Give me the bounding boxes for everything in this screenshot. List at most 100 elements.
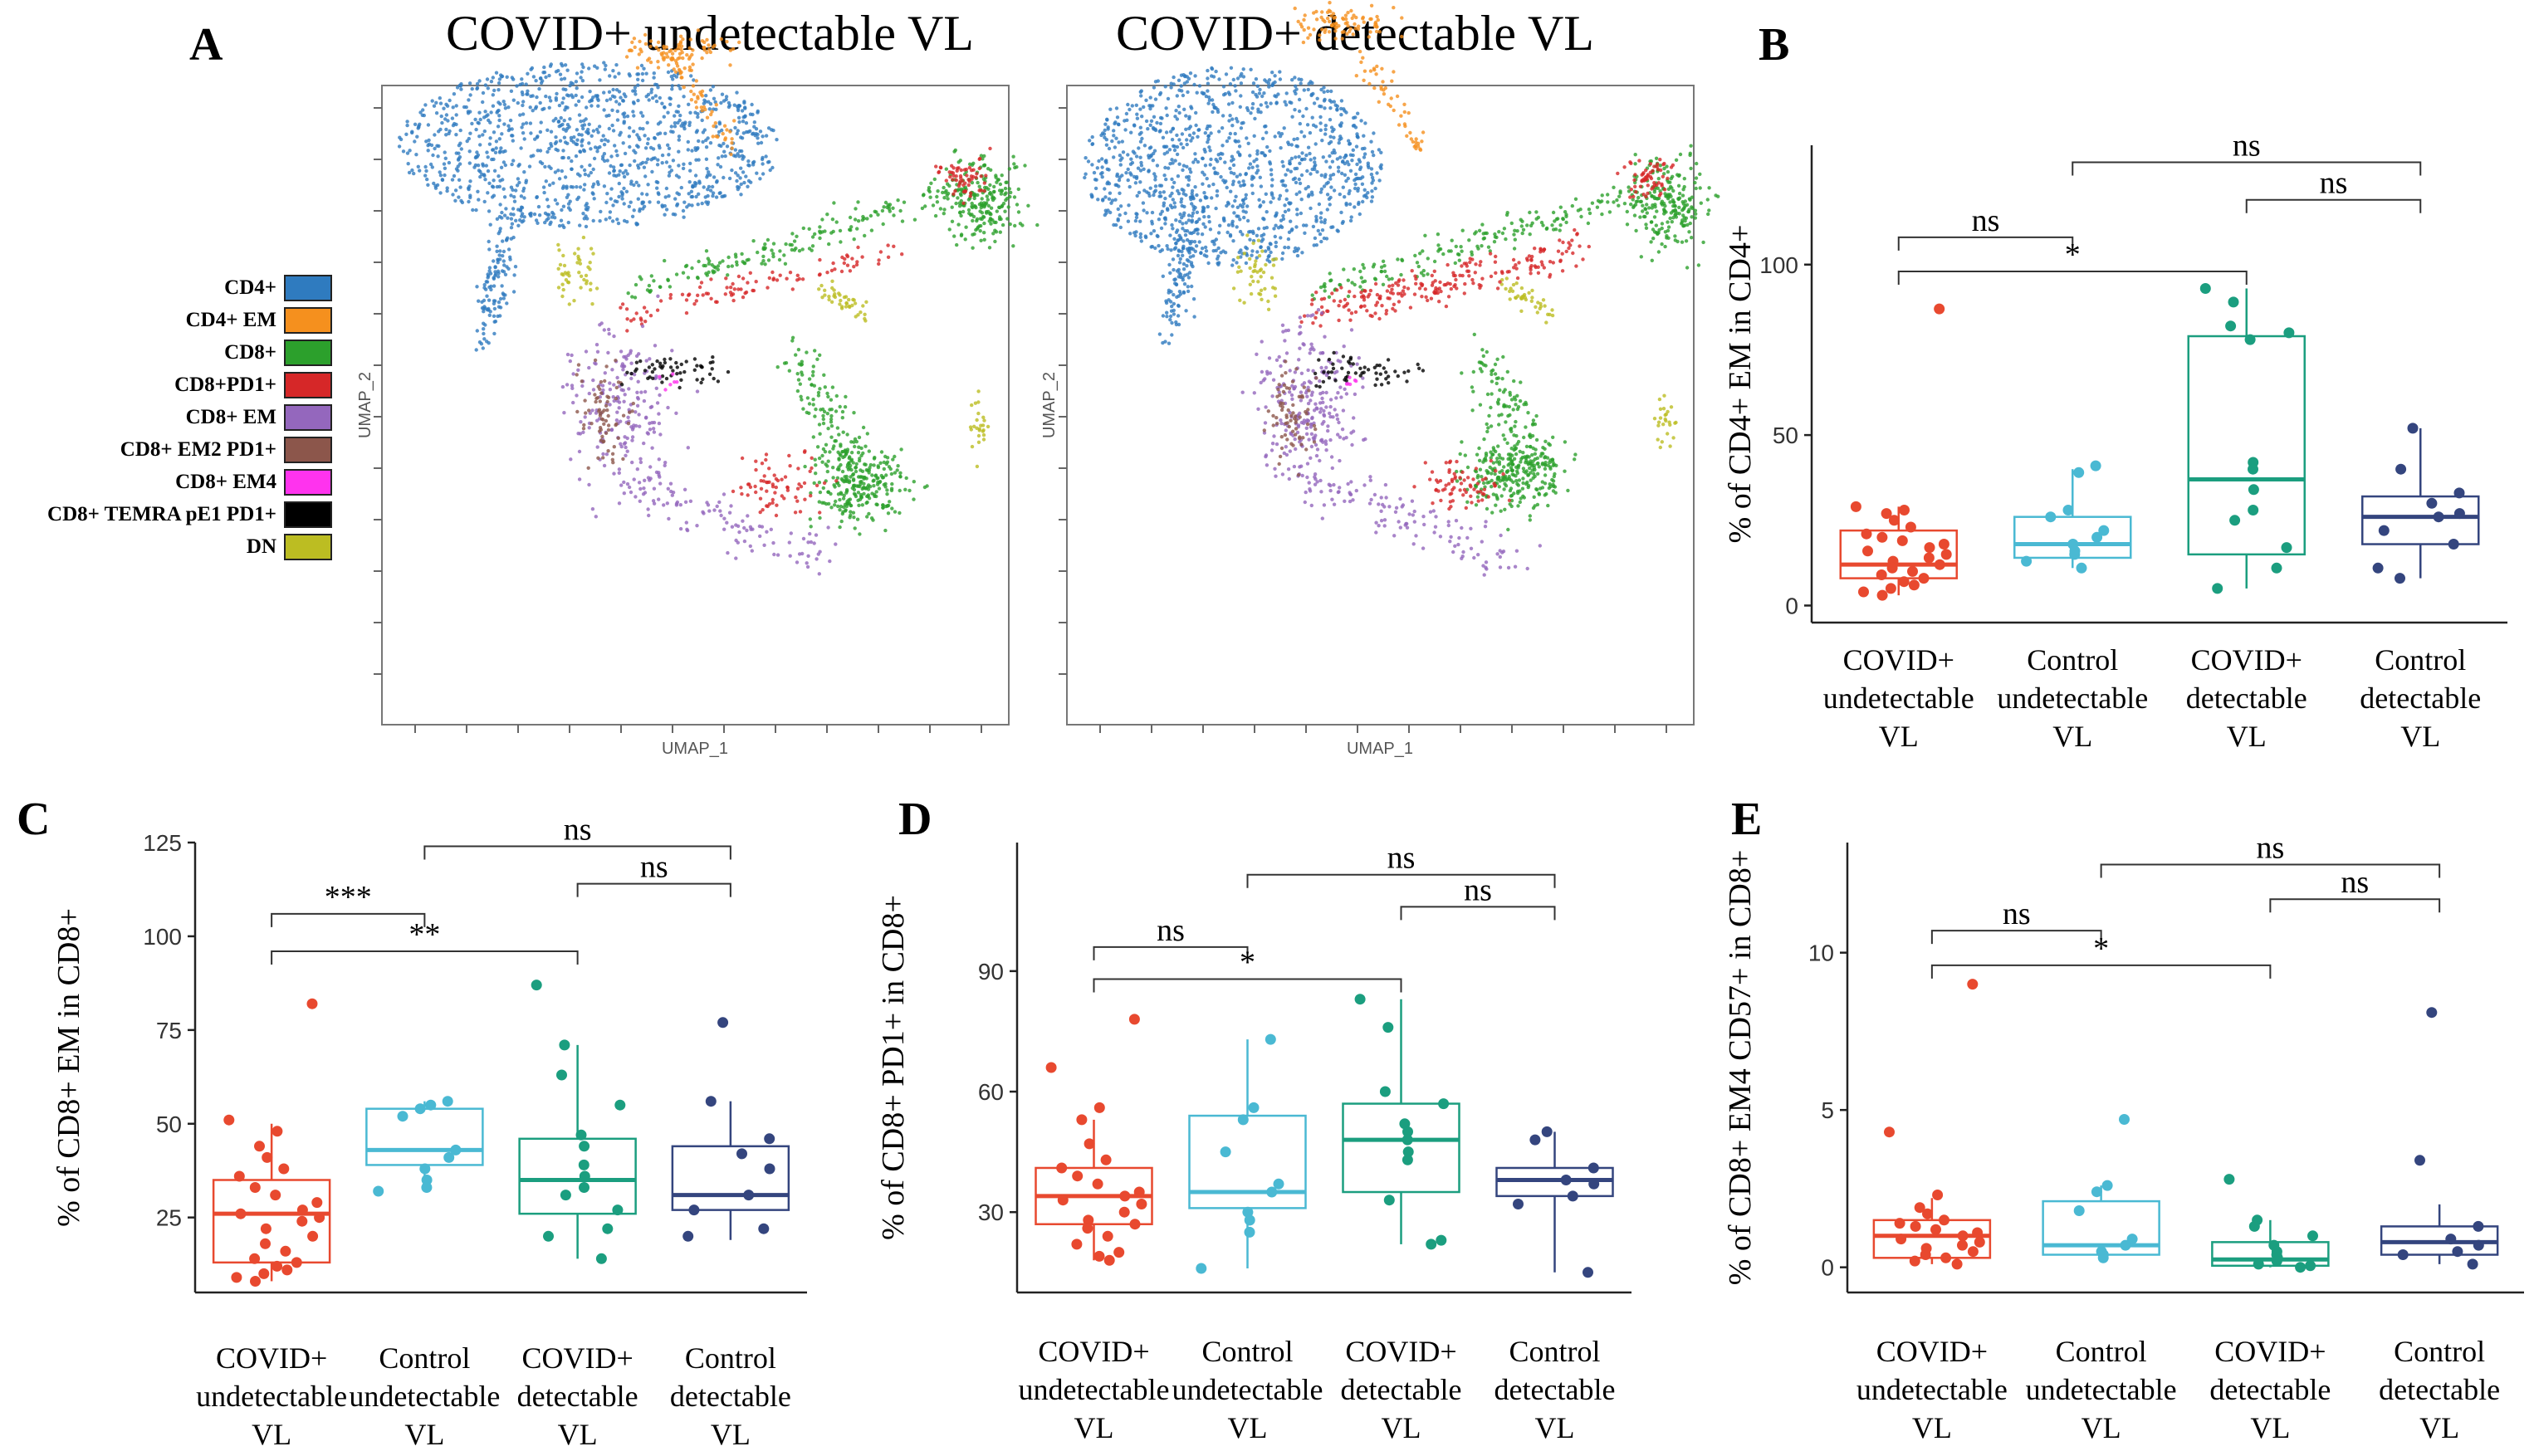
data-point <box>414 1103 426 1115</box>
data-point <box>1136 1199 1147 1209</box>
data-point <box>1220 1146 1231 1158</box>
panel-d-cd8-pd1: D 30 60 90 % of CD8+ PD1+ in CD8+ COVID+ undet… <box>876 794 1631 1444</box>
data-point <box>260 1238 271 1249</box>
data-point <box>1242 1206 1254 1218</box>
data-point <box>1885 583 1896 594</box>
data-point <box>281 1264 293 1276</box>
data-point <box>1118 1206 1130 1218</box>
data-point <box>1244 1214 1255 1226</box>
data-point <box>1914 1202 1925 1214</box>
panel-label: D <box>898 794 932 845</box>
y-tick-label: 60 <box>978 1079 1004 1105</box>
data-point <box>2228 296 2239 308</box>
data-point <box>314 1212 325 1224</box>
data-point <box>280 1245 291 1257</box>
significance-bracket <box>2269 898 2441 913</box>
data-point <box>2021 555 2033 567</box>
data-point <box>2448 539 2459 550</box>
data-point <box>1934 559 1945 570</box>
data-point <box>764 1133 775 1145</box>
significance-bracket <box>271 912 426 927</box>
significance-label: ns <box>2256 831 2284 866</box>
data-point <box>1266 1186 1278 1198</box>
legend-label: CD4+ EM <box>186 309 276 331</box>
significance-label: ns <box>1464 872 1492 907</box>
data-point <box>2045 511 2057 523</box>
x-tick-label: COVID+ <box>1876 1335 1988 1368</box>
x-tick-label: Control <box>1201 1335 1293 1368</box>
data-point <box>296 1215 308 1227</box>
data-point <box>2445 1234 2457 1245</box>
data-point <box>1940 1252 1952 1263</box>
data-point <box>1884 1126 1895 1138</box>
data-point <box>258 1268 270 1279</box>
umap2-ylabel: UMAP_2 <box>1040 372 1059 438</box>
panel-b-cd4-em: B 0 50 100% of CD4+ EM in CD4+ COVID+ undetec… <box>1723 19 2507 753</box>
data-point <box>2426 497 2438 509</box>
data-point <box>2473 1239 2484 1251</box>
y-tick-label: 10 <box>1808 941 1834 966</box>
data-point <box>2305 1260 2316 1272</box>
significance-label: ns <box>2233 129 2261 164</box>
data-point <box>1939 1214 1949 1226</box>
data-point <box>1248 1102 1260 1113</box>
data-point <box>2076 562 2087 574</box>
box <box>1839 529 1958 579</box>
data-point <box>2101 1180 2113 1191</box>
y-tick-label: 50 <box>1773 423 1798 448</box>
data-point <box>2473 1220 2484 1232</box>
data-point <box>614 1099 626 1111</box>
data-point <box>373 1185 384 1197</box>
x-tick-label: undetectable <box>1172 1373 1323 1406</box>
data-point <box>705 1096 717 1107</box>
panel-c-cd8-em: C 25 50 75 100 125 % of CD8+ EM in CD8+ COVID+ u… <box>17 794 807 1451</box>
data-point <box>1951 1258 1963 1270</box>
data-point <box>1402 1146 1414 1158</box>
data-point <box>1920 1249 1931 1260</box>
data-point <box>1923 552 1935 564</box>
data-point <box>291 1257 302 1268</box>
data-point <box>2452 1246 2463 1258</box>
data-point <box>2281 542 2292 554</box>
data-point <box>1858 586 1869 598</box>
data-point <box>1876 569 1887 580</box>
data-point <box>1273 1178 1284 1190</box>
data-point <box>2433 511 2444 523</box>
data-point <box>1354 994 1366 1005</box>
significance-bracket <box>2245 198 2422 213</box>
significance-label: ns <box>2003 897 2031 931</box>
x-tick-label: COVID+ <box>1038 1335 1149 1368</box>
data-point <box>2091 531 2103 543</box>
cluster-legend: CD4+ CD4+ EM CD8+ CD8+PD1+ CD8+ EM CD8+ EM2 P… <box>47 275 332 560</box>
x-tick-label: VL <box>711 1418 751 1451</box>
data-point <box>758 1223 770 1234</box>
legend-label: CD8+ EM4 <box>175 471 276 493</box>
significance-bracket <box>576 882 731 897</box>
y-axis-label: % of CD8+ PD1+ in CD8+ <box>876 895 911 1240</box>
significance-label: * <box>2065 237 2081 272</box>
data-point <box>2248 505 2259 515</box>
data-point <box>579 1182 589 1193</box>
data-point <box>1972 1227 1984 1239</box>
legend-swatch <box>284 534 332 560</box>
umap-title-detectable: COVID+ detectable VL <box>1116 6 1594 61</box>
data-point <box>272 1126 283 1137</box>
data-point <box>1402 1134 1413 1146</box>
significance-label: ns <box>1157 913 1185 948</box>
data-point <box>578 1159 589 1170</box>
legend-swatch <box>284 469 332 496</box>
data-point <box>307 1230 319 1242</box>
data-point <box>579 1170 590 1182</box>
data-point <box>1876 589 1888 601</box>
data-point <box>2199 283 2211 294</box>
y-axis-label: % of CD8+ EM4 CD57+ in CD8+ <box>1723 850 1758 1286</box>
data-point <box>1588 1178 1600 1190</box>
x-tick-label: COVID+ <box>521 1341 633 1375</box>
x-tick-label: undetectable <box>1997 682 2148 715</box>
x-tick-label: VL <box>2082 1411 2121 1444</box>
data-point <box>1113 1247 1125 1258</box>
data-point <box>1896 535 1908 546</box>
data-point <box>1237 1114 1249 1126</box>
significance-label: *** <box>325 880 372 915</box>
